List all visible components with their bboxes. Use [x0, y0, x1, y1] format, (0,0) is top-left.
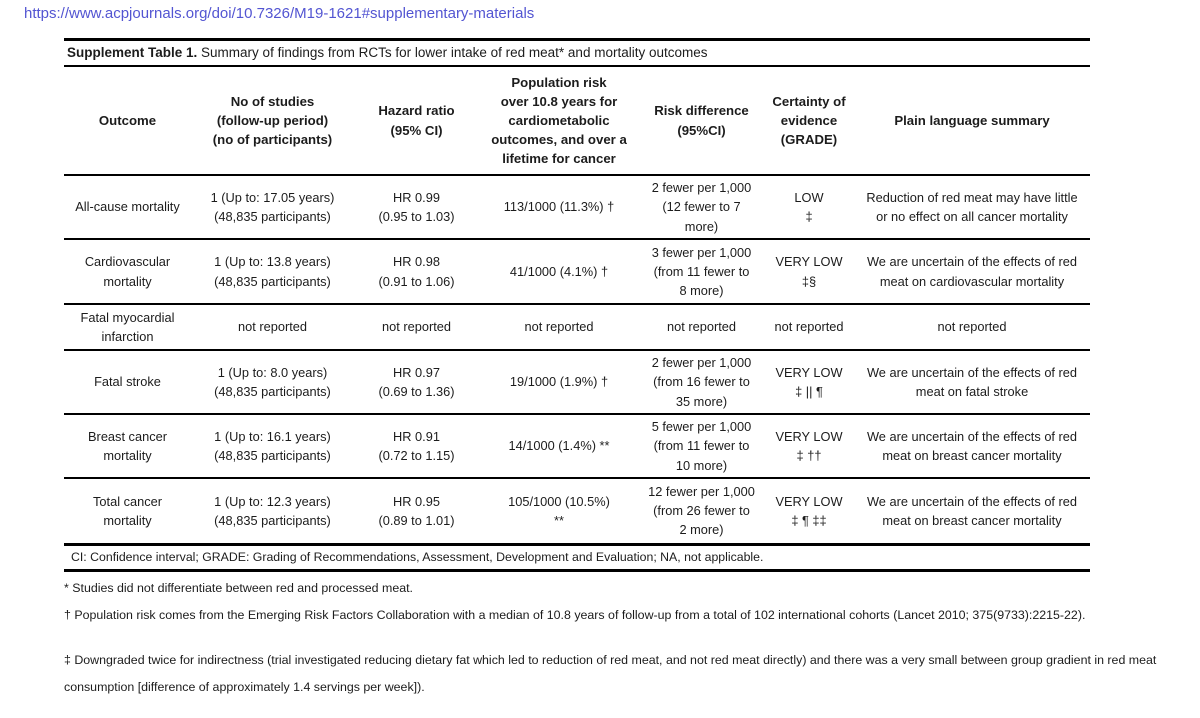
- cell-population-risk: 14/1000 (1.4%) **: [479, 414, 639, 479]
- cell-studies: 1 (Up to: 16.1 years) (48,835 participan…: [191, 414, 354, 479]
- col-header-population-risk: Population risk over 10.8 years for card…: [479, 67, 639, 176]
- footnotes: * Studies did not differentiate between …: [64, 579, 1186, 701]
- cell-hazard-ratio: HR 0.99 (0.95 to 1.03): [354, 175, 479, 240]
- table-row: Breast cancer mortality 1 (Up to: 16.1 y…: [64, 414, 1090, 479]
- cell-studies: 1 (Up to: 17.05 years) (48,835 participa…: [191, 175, 354, 240]
- cell-studies: 1 (Up to: 8.0 years) (48,835 participant…: [191, 350, 354, 415]
- cell-hazard-ratio: HR 0.98 (0.91 to 1.06): [354, 239, 479, 305]
- footnote-asterisk: * Studies did not differentiate between …: [64, 580, 414, 595]
- cell-risk-difference: 2 fewer per 1,000 (from 16 fewer to 35 m…: [639, 350, 764, 415]
- abbreviations-note: CI: Confidence interval; GRADE: Grading …: [64, 546, 1090, 572]
- col-header-outcome: Outcome: [64, 67, 191, 176]
- footnote-dagger: † Population risk comes from the Emergin…: [64, 608, 1086, 623]
- cell-hazard-ratio: not reported: [354, 304, 479, 351]
- cell-outcome: Fatal stroke: [64, 350, 191, 415]
- col-header-certainty: Certainty of evidence (GRADE): [764, 67, 854, 176]
- cell-outcome: All-cause mortality: [64, 175, 191, 240]
- table-title: Supplement Table 1. Summary of findings …: [64, 38, 1090, 67]
- cell-summary: We are uncertain of the effects of red m…: [854, 414, 1090, 479]
- cell-population-risk: 113/1000 (11.3%) †: [479, 175, 639, 240]
- cell-summary: We are uncertain of the effects of red m…: [854, 239, 1090, 305]
- cell-risk-difference: 2 fewer per 1,000 (12 fewer to 7 more): [639, 175, 764, 240]
- cell-certainty: VERY LOW ‡ ††: [764, 414, 854, 479]
- cell-outcome: Total cancer mortality: [64, 478, 191, 546]
- cell-certainty: VERY LOW ‡ || ¶: [764, 350, 854, 415]
- cell-summary: not reported: [854, 304, 1090, 351]
- cell-population-risk: 105/1000 (10.5%) **: [479, 478, 639, 546]
- footnote-double-dagger: ‡ Downgraded twice for indirectness (tri…: [64, 653, 1157, 694]
- col-header-hazard-ratio: Hazard ratio (95% CI): [354, 67, 479, 176]
- cell-summary: We are uncertain of the effects of red m…: [854, 478, 1090, 546]
- header-row: Outcome No of studies (follow-up period)…: [64, 67, 1090, 176]
- cell-studies: 1 (Up to: 13.8 years) (48,835 participan…: [191, 239, 354, 305]
- cell-population-risk: not reported: [479, 304, 639, 351]
- table-row: Cardiovascular mortality 1 (Up to: 13.8 …: [64, 239, 1090, 305]
- cell-studies: not reported: [191, 304, 354, 351]
- col-header-risk-difference: Risk difference (95%CI): [639, 67, 764, 176]
- cell-risk-difference: 5 fewer per 1,000 (from 11 fewer to 10 m…: [639, 414, 764, 479]
- col-header-plain-language-summary: Plain language summary: [854, 67, 1090, 176]
- cell-risk-difference: 3 fewer per 1,000 (from 11 fewer to 8 mo…: [639, 239, 764, 305]
- cell-studies: 1 (Up to: 12.3 years) (48,835 participan…: [191, 478, 354, 546]
- cell-risk-difference: not reported: [639, 304, 764, 351]
- cell-population-risk: 41/1000 (4.1%) †: [479, 239, 639, 305]
- cell-certainty: not reported: [764, 304, 854, 351]
- cell-risk-difference: 12 fewer per 1,000 (from 26 fewer to 2 m…: [639, 478, 764, 546]
- cell-hazard-ratio: HR 0.97 (0.69 to 1.36): [354, 350, 479, 415]
- cell-outcome: Fatal myocardial infarction: [64, 304, 191, 351]
- cell-population-risk: 19/1000 (1.9%) †: [479, 350, 639, 415]
- findings-table: Outcome No of studies (follow-up period)…: [64, 67, 1090, 546]
- cell-summary: Reduction of red meat may have little or…: [854, 175, 1090, 240]
- table-title-text: Summary of findings from RCTs for lower …: [201, 45, 708, 60]
- cell-hazard-ratio: HR 0.95 (0.89 to 1.01): [354, 478, 479, 546]
- cell-certainty: VERY LOW ‡§: [764, 239, 854, 305]
- cell-outcome: Cardiovascular mortality: [64, 239, 191, 305]
- table-title-label: Supplement Table 1.: [67, 45, 198, 60]
- cell-outcome: Breast cancer mortality: [64, 414, 191, 479]
- table-row: Fatal stroke 1 (Up to: 8.0 years) (48,83…: [64, 350, 1090, 415]
- table-row: Total cancer mortality 1 (Up to: 12.3 ye…: [64, 478, 1090, 546]
- cell-summary: We are uncertain of the effects of red m…: [854, 350, 1090, 415]
- supplement-table: Supplement Table 1. Summary of findings …: [64, 38, 1090, 572]
- cell-certainty: LOW ‡: [764, 175, 854, 240]
- page-url-link[interactable]: https://www.acpjournals.org/doi/10.7326/…: [24, 5, 535, 22]
- cell-certainty: VERY LOW ‡ ¶ ‡‡: [764, 478, 854, 546]
- cell-hazard-ratio: HR 0.91 (0.72 to 1.15): [354, 414, 479, 479]
- table-row: Fatal myocardial infarction not reported…: [64, 304, 1090, 351]
- col-header-no-of-studies: No of studies (follow-up period) (no of …: [191, 67, 354, 176]
- table-row: All-cause mortality 1 (Up to: 17.05 year…: [64, 175, 1090, 240]
